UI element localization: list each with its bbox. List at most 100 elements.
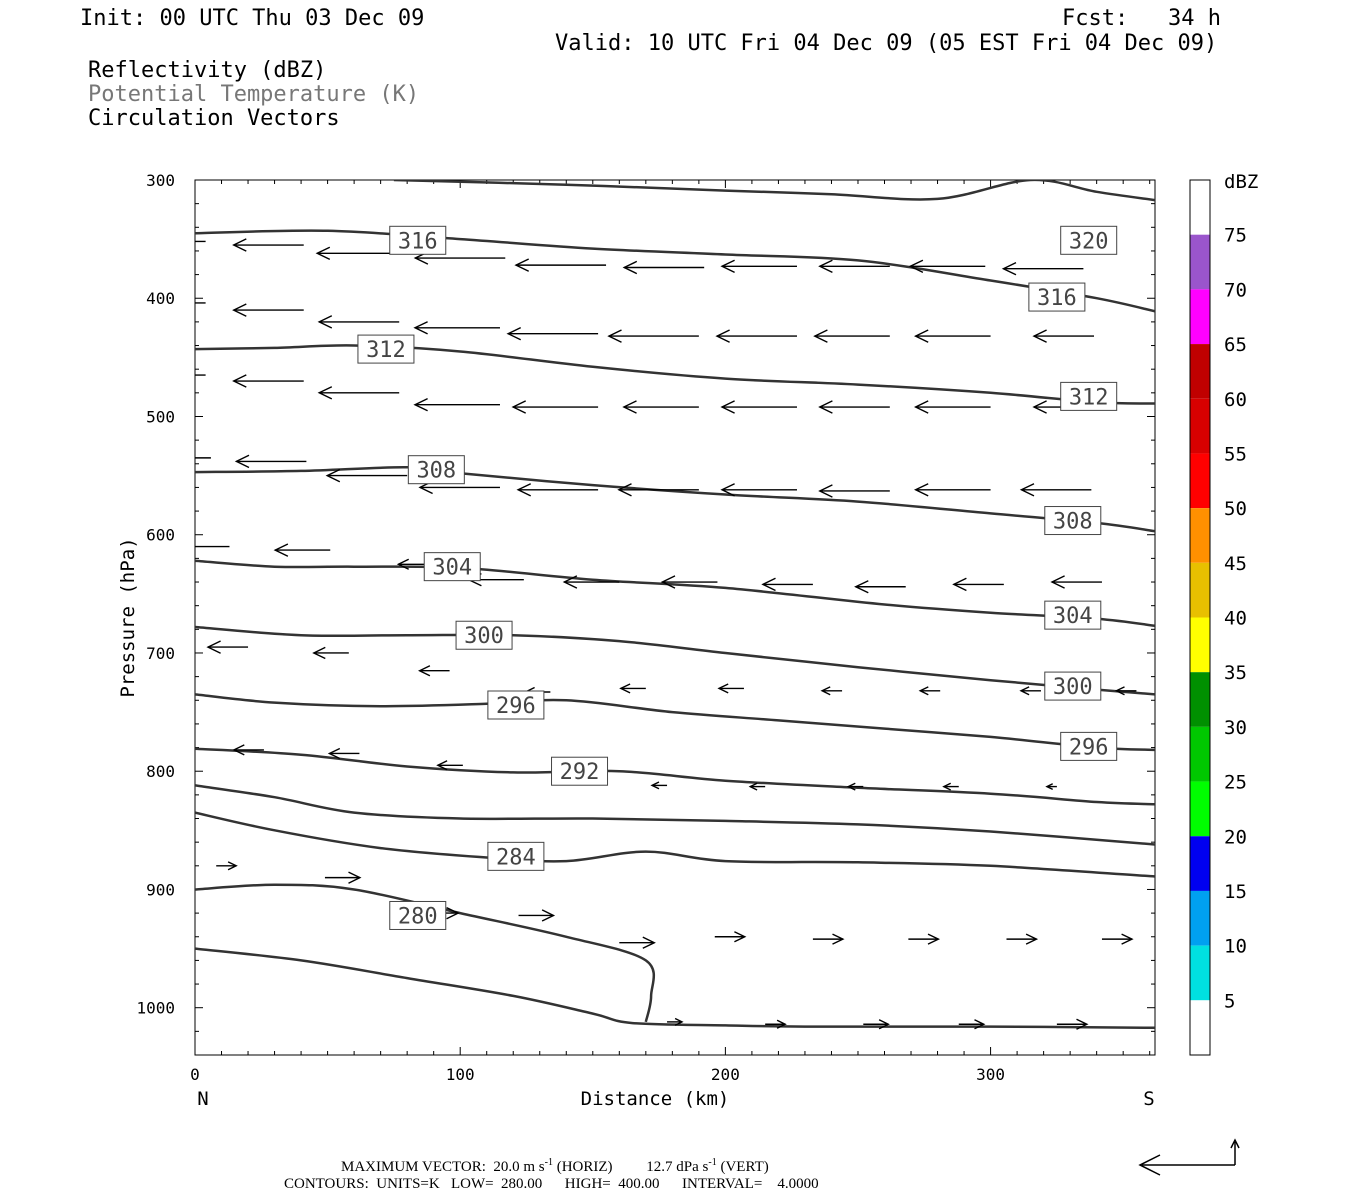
- colorbar-tick-label: 5: [1224, 990, 1235, 1012]
- y-tick-label: 300: [146, 171, 175, 190]
- init-time: Init: 00 UTC Thu 03 Dec 09: [80, 6, 425, 31]
- wind-vector-head: [325, 468, 341, 483]
- wind-vector-head: [317, 386, 333, 400]
- wind-vector-head: [436, 760, 448, 771]
- colorbar-swatch: [1190, 836, 1210, 891]
- wind-vector-head: [1121, 933, 1134, 945]
- isentrope-contours: [195, 180, 1155, 1030]
- wind-vector-head: [413, 397, 428, 412]
- wind-vector-head: [832, 933, 845, 945]
- north-label: N: [197, 1088, 208, 1110]
- wind-vector-head: [562, 575, 578, 589]
- x-tick-label: 200: [711, 1065, 740, 1084]
- wind-vector-head: [348, 871, 362, 884]
- contour-label: 280: [398, 904, 438, 929]
- wind-vector-head: [1032, 329, 1047, 343]
- isentrope-312: [195, 344, 1155, 405]
- colorbar-unit: dBZ: [1224, 171, 1258, 193]
- contour-label-box: [389, 900, 447, 930]
- isentrope-292: [195, 747, 1155, 806]
- isentrope-320: [393, 180, 1155, 202]
- x-tick-label: 0: [190, 1065, 200, 1084]
- wind-vector-head: [720, 400, 735, 414]
- contour-label: 284: [496, 845, 536, 870]
- x-tick-label: 300: [976, 1065, 1005, 1084]
- colorbar-swatch: [1190, 453, 1210, 509]
- isentrope-308: [195, 466, 1155, 533]
- y-tick-label: 600: [146, 526, 175, 545]
- contour-label: 316: [1037, 286, 1077, 311]
- contour-label: 316: [398, 229, 438, 254]
- wind-vector-head: [913, 400, 929, 414]
- colorbar-tick-label: 55: [1224, 443, 1247, 465]
- colorbar-tick-label: 15: [1224, 881, 1247, 903]
- contour-label: 304: [1053, 604, 1093, 629]
- wind-vector-head: [908, 259, 924, 274]
- wind-vector-head: [232, 303, 247, 317]
- colorbar-swatch: [1190, 617, 1210, 673]
- wind-vector-head: [511, 400, 527, 414]
- isentrope-304: [195, 559, 1155, 628]
- x-axis-title: Distance (km): [581, 1088, 730, 1110]
- wind-vector-head: [617, 483, 632, 497]
- forecast-hour: Fcst: 34 h: [1062, 6, 1221, 31]
- wind-vector-head: [918, 686, 929, 696]
- wind-vector-head: [761, 577, 776, 592]
- wind-vector-head: [913, 483, 929, 497]
- wind-vector-head: [1001, 261, 1017, 276]
- wind-vector-head: [818, 259, 833, 274]
- contour-label-box: [1044, 671, 1102, 701]
- wind-vector-head: [717, 683, 729, 694]
- isentrope-276: [195, 947, 1155, 1030]
- wind-vector-head: [232, 744, 245, 756]
- colorbar-tick-label: 25: [1224, 772, 1247, 794]
- wind-vector-head: [734, 931, 747, 943]
- wind-vector-head: [820, 686, 831, 696]
- wind-vector-head: [1050, 575, 1065, 589]
- wind-vector-head: [818, 400, 833, 414]
- colorbar-swatch: [1190, 180, 1210, 235]
- wind-vector-head: [206, 640, 221, 654]
- colorbar-tick-label: 45: [1224, 553, 1247, 575]
- colorbar-tick-label: 10: [1224, 936, 1247, 958]
- contour-label-box: [487, 841, 545, 871]
- colorbar-tick-label: 20: [1224, 826, 1247, 848]
- max-vector-vert-text: (HORIZ) 12.7 dPa s: [552, 1159, 709, 1175]
- contours-note: CONTOURS: UNITS=K LOW= 280.00 HIGH= 400.…: [284, 1176, 819, 1192]
- colorbar-swatch: [1190, 726, 1210, 782]
- colorbar-tick-label: 65: [1224, 334, 1247, 356]
- wind-vector-head: [619, 683, 631, 694]
- wind-vector-head: [327, 747, 341, 760]
- reference-vector-icon: [1138, 1138, 1240, 1176]
- colorbar-swatch: [1190, 289, 1210, 345]
- field-circulation-vectors: Circulation Vectors: [88, 106, 340, 131]
- max-vector-vert-unit: (VERT): [716, 1159, 769, 1175]
- colorbar-swatch: [1190, 344, 1210, 399]
- wind-vector-head: [156, 452, 169, 464]
- colorbar-swatch: [1190, 781, 1210, 837]
- contour-label: 312: [1069, 385, 1109, 410]
- contour-label-box: [1060, 731, 1118, 761]
- contour-label: 312: [366, 338, 406, 363]
- wind-vector-head: [506, 326, 522, 341]
- wind-vector-head: [942, 782, 952, 791]
- wind-vector-head: [126, 235, 139, 247]
- colorbar-tick-label: 75: [1224, 225, 1247, 247]
- field-potential-temperature: Potential Temperature (K): [88, 82, 420, 107]
- wind-vector-head: [776, 1019, 787, 1029]
- wind-vector-head: [1045, 783, 1054, 791]
- wind-vector-head: [720, 259, 735, 274]
- isentrope-284: [195, 811, 1155, 878]
- wind-vector-head: [541, 909, 556, 922]
- south-label: S: [1143, 1088, 1154, 1110]
- axis-labels: 300 400 500 600 700 800 900 1000 0 100 200 300 N S Dis…: [117, 171, 1155, 1110]
- isentrope-300: [195, 625, 1155, 696]
- wind-vector-head: [748, 782, 758, 791]
- contour-label-box: [551, 756, 609, 786]
- colorbar-swatch: [1190, 945, 1210, 1001]
- wind-vector-head: [660, 575, 676, 589]
- wind-vector-head: [622, 400, 637, 414]
- wind-vector-head: [1032, 400, 1047, 414]
- axis-ticks: [194, 179, 1155, 1056]
